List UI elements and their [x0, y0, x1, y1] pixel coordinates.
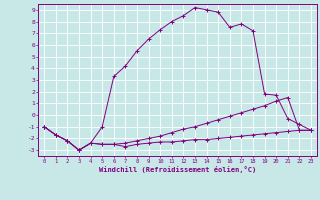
X-axis label: Windchill (Refroidissement éolien,°C): Windchill (Refroidissement éolien,°C)	[99, 166, 256, 173]
